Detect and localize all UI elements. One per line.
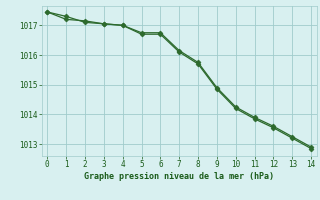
X-axis label: Graphe pression niveau de la mer (hPa): Graphe pression niveau de la mer (hPa) bbox=[84, 172, 274, 181]
